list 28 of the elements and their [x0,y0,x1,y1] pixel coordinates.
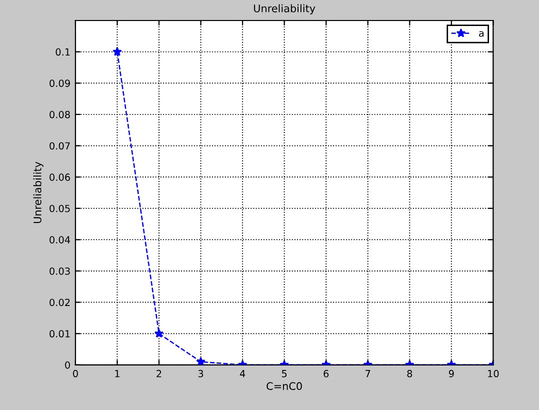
legend-label: a [479,31,484,37]
y-tick-label: 0.02 [50,298,70,306]
y-tick-label: 0.04 [50,236,70,244]
y-tick-label: 0.08 [50,110,70,118]
y-tick-label: 0.06 [50,174,70,181]
x-tick-label: 8 [407,370,412,378]
x-tick-label: 3 [198,370,204,378]
y-tick-label: 0.09 [50,80,70,87]
y-tick-label: 0.1 [56,48,70,56]
y-tick-label: 0.03 [50,267,70,275]
x-tick-label: 2 [156,370,162,378]
y-tick-label: 0.01 [50,330,70,338]
chart-title: Unreliability [254,4,316,14]
y-tick-label: 0.07 [50,142,70,150]
x-tick-label: 5 [282,370,287,378]
point [196,356,206,365]
x-tick-label: 10 [488,370,499,378]
y-tick-label: 0 [65,361,70,369]
x-tick-label: 6 [324,370,329,378]
x-tick-label: 7 [366,370,370,378]
x-tick-label: 4 [240,370,246,378]
point [112,46,122,56]
x-tick-label: 0 [73,370,78,378]
x-tick-label: 9 [448,370,454,378]
x-axis-title: C=nC0 [266,382,302,390]
x-tick-label: 1 [115,370,120,378]
y-tick-label: 0.05 [50,204,70,212]
y-axis-title: Unreliability [33,162,44,223]
